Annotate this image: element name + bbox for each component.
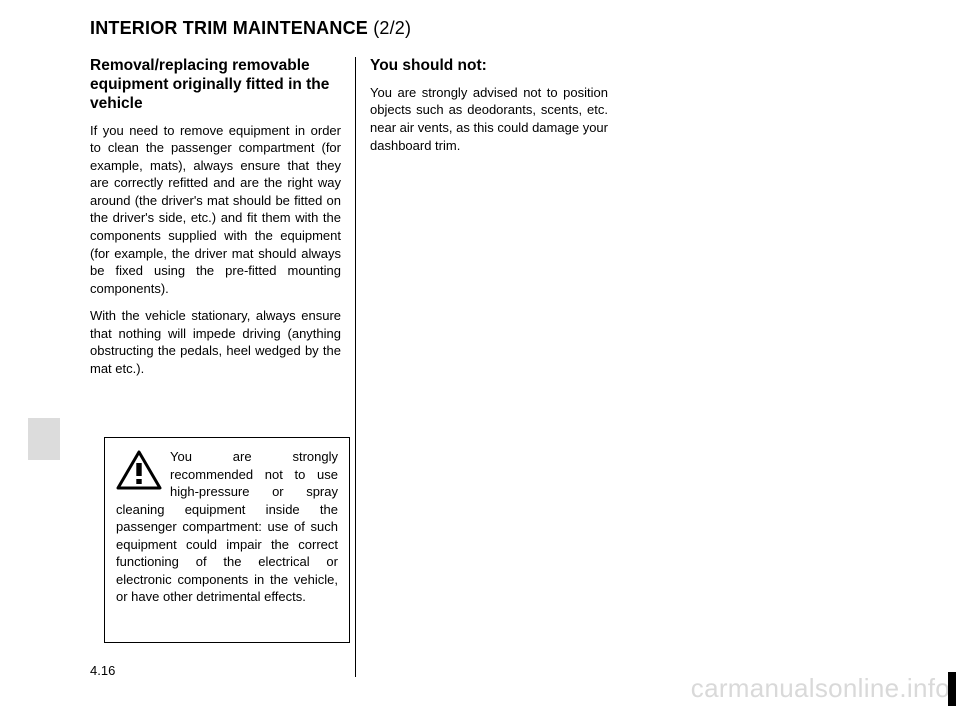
left-heading: Removal/replacing removable equipment or… xyxy=(90,57,341,114)
warning-icon xyxy=(116,450,162,490)
title-main: INTERIOR TRIM MAINTENANCE xyxy=(90,18,368,38)
page-title: INTERIOR TRIM MAINTENANCE (2/2) xyxy=(90,18,890,39)
title-count: (2/2) xyxy=(373,18,411,38)
manual-page: INTERIOR TRIM MAINTENANCE (2/2) Removal/… xyxy=(90,18,890,678)
left-paragraph-1: If you need to remove equipment in order… xyxy=(90,122,341,297)
mid-paragraph-1: You are strongly advised not to position… xyxy=(370,84,608,154)
watermark: carmanualsonline.info xyxy=(691,673,950,704)
content-columns: Removal/replacing removable equipment or… xyxy=(90,57,890,677)
column-right xyxy=(622,57,888,677)
mid-heading: You should not: xyxy=(370,57,608,76)
warning-box: You are strongly recommended not to use … xyxy=(104,437,350,643)
left-paragraph-2: With the vehicle stationary, always ensu… xyxy=(90,307,341,377)
section-tab xyxy=(28,418,60,460)
info-redaction-mark xyxy=(948,672,956,706)
page-number: 4.16 xyxy=(90,663,115,678)
warning-content: You are strongly recommended not to use … xyxy=(116,448,338,606)
column-middle: You should not: You are strongly advised… xyxy=(356,57,622,677)
